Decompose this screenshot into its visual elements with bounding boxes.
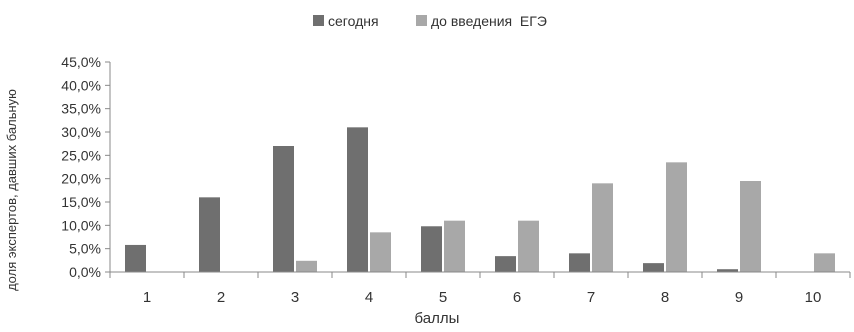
legend-label-2: до введения ЕГЭ [431, 13, 547, 29]
y-tick-label: 5,0% [69, 241, 101, 257]
legend: сегодня до введения ЕГЭ [313, 13, 547, 29]
legend-label-1: сегодня [328, 13, 379, 29]
y-tick-label: 40,0% [61, 77, 101, 93]
x-tick-label: 8 [661, 289, 669, 306]
bar-series2-4 [370, 232, 391, 272]
bar-series2-7 [592, 183, 613, 272]
x-tick-label: 10 [805, 289, 822, 306]
bar-series1-6 [495, 256, 516, 272]
x-tick-label: 9 [735, 289, 743, 306]
bar-series2-10 [814, 253, 835, 272]
bar-series1-4 [347, 127, 368, 272]
bar-series1-8 [643, 263, 664, 272]
legend-swatch-1 [313, 15, 324, 26]
x-axis-label: баллы [415, 310, 460, 327]
bar-series2-3 [296, 260, 317, 272]
x-axis-ticks: 1 2 3 4 5 6 7 8 9 10 [109, 272, 851, 306]
bar-series2-6 [518, 220, 539, 272]
bar-series2-8 [666, 162, 687, 272]
y-axis-label: доля экспертов, давших бальную [4, 89, 19, 291]
bar-series1-1 [125, 244, 146, 272]
y-tick-label: 45,0% [61, 54, 101, 70]
bars [125, 127, 835, 272]
x-tick-label: 1 [143, 289, 151, 306]
bar-series2-9 [740, 181, 761, 272]
legend-swatch-2 [416, 15, 427, 26]
x-tick-label: 5 [439, 289, 447, 306]
y-tick-label: 25,0% [61, 147, 101, 163]
x-tick-label: 3 [291, 289, 299, 306]
bar-series1-9 [717, 269, 738, 272]
y-tick-label: 10,0% [61, 217, 101, 233]
x-tick-label: 2 [217, 289, 225, 306]
bar-series1-3 [273, 146, 294, 272]
y-tick-label: 15,0% [61, 194, 101, 210]
y-tick-label: 35,0% [61, 101, 101, 117]
bar-series1-7 [569, 253, 590, 272]
x-tick-label: 6 [513, 289, 521, 306]
y-axis-ticks: 0,0% 5,0% 10,0% 15,0% 20,0% 25,0% 30,0% 35,0% 40… [61, 54, 110, 280]
bar-series2-5 [444, 220, 465, 272]
x-tick-label: 7 [587, 289, 595, 306]
x-tick-label: 4 [365, 289, 373, 306]
y-tick-label: 20,0% [61, 171, 101, 187]
bar-series1-2 [199, 197, 220, 272]
y-tick-label: 0,0% [69, 264, 101, 280]
bar-series1-5 [421, 226, 442, 272]
y-tick-label: 30,0% [61, 124, 101, 140]
